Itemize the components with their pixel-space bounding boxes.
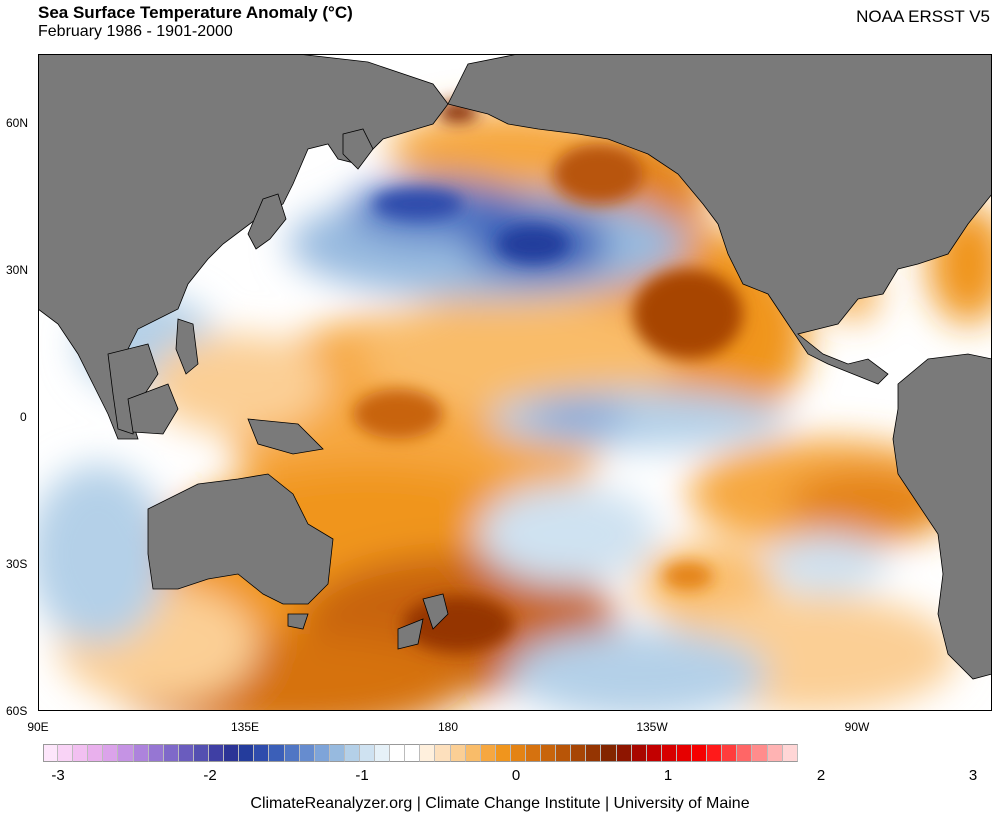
- colorbar-swatch: [314, 744, 330, 762]
- colorbar-tick: 1: [663, 767, 673, 784]
- colorbar-swatch: [586, 744, 602, 762]
- colorbar-tick: 3: [968, 767, 978, 784]
- colorbar-swatch: [510, 744, 526, 762]
- x-tick-135e: 135E: [230, 720, 260, 734]
- colorbar-swatch: [737, 744, 753, 762]
- colorbar-swatch: [193, 744, 210, 762]
- x-tick-180: 180: [437, 720, 459, 734]
- colorbar-swatch: [73, 744, 89, 762]
- chart-subtitle: February 1986 - 1901-2000: [38, 23, 233, 40]
- colorbar-tick: -3: [51, 767, 65, 784]
- colorbar-swatch: [269, 744, 285, 762]
- y-tick-30n: 30N: [6, 263, 29, 277]
- colorbar-swatch: [495, 744, 511, 762]
- colorbar-swatch: [646, 744, 662, 762]
- colorbar-swatch: [722, 744, 738, 762]
- colorbar-swatch: [752, 744, 768, 762]
- colorbar-swatch: [133, 744, 149, 762]
- colorbar-tick: -1: [355, 767, 369, 784]
- anomaly-cores: [353, 102, 743, 652]
- colorbar-swatch: [390, 744, 406, 762]
- colorbar-swatch: [661, 744, 677, 762]
- colorbar-swatch: [616, 744, 632, 762]
- colorbar-swatch: [88, 744, 104, 762]
- colorbar-tick: -2: [203, 767, 217, 784]
- colorbar-swatch: [480, 744, 496, 762]
- colorbar-swatch: [782, 744, 798, 762]
- footer-credit: ClimateReanalyzer.org | Climate Change I…: [250, 795, 750, 812]
- colorbar-swatch: [601, 744, 617, 762]
- sst-anomaly-map: [38, 54, 992, 711]
- colorbar-swatch: [344, 744, 360, 762]
- colorbar-swatch: [58, 744, 74, 762]
- colorbar-swatch: [224, 744, 240, 762]
- colorbar: [43, 744, 798, 762]
- colorbar-swatch: [631, 744, 647, 762]
- colorbar-swatch: [284, 744, 300, 762]
- colorbar-tick: 0: [511, 767, 521, 784]
- colorbar-swatch: [239, 744, 255, 762]
- colorbar-swatch: [526, 744, 542, 762]
- colorbar-swatch: [767, 744, 783, 762]
- colorbar-swatch: [148, 744, 164, 762]
- colorbar-swatch: [178, 744, 194, 762]
- colorbar-swatch: [692, 744, 708, 762]
- colorbar-swatch: [465, 744, 481, 762]
- x-tick-90e: 90E: [27, 720, 49, 734]
- colorbar-swatch: [209, 744, 225, 762]
- colorbar-swatch: [541, 744, 557, 762]
- colorbar-swatch: [254, 744, 270, 762]
- colorbar-tick: 2: [816, 767, 826, 784]
- colorbar-swatch: [118, 744, 134, 762]
- land: [38, 54, 992, 680]
- colorbar-swatch: [405, 744, 421, 762]
- colorbar-swatch: [163, 744, 179, 762]
- x-tick-90w: 90W: [844, 720, 870, 734]
- colorbar-swatch: [450, 744, 466, 762]
- colorbar-swatch: [571, 744, 587, 762]
- colorbar-swatch: [707, 744, 723, 762]
- colorbar-swatch: [299, 744, 315, 762]
- map-frame: [38, 54, 992, 711]
- colorbar-swatch: [43, 744, 59, 762]
- x-tick-135w: 135W: [636, 720, 668, 734]
- y-tick-60s: 60S: [6, 704, 28, 718]
- colorbar-swatch: [676, 744, 693, 762]
- dataset-label: NOAA ERSST V5: [856, 7, 990, 26]
- y-tick-60n: 60N: [6, 116, 29, 130]
- y-tick-30s: 30S: [6, 557, 28, 571]
- colorbar-swatch: [420, 744, 436, 762]
- colorbar-swatch: [359, 744, 376, 762]
- colorbar-swatch: [329, 744, 345, 762]
- colorbar-swatch: [103, 744, 119, 762]
- colorbar-swatch: [556, 744, 572, 762]
- chart-title: Sea Surface Temperature Anomaly (°C): [38, 3, 353, 22]
- y-tick-0: 0: [20, 410, 27, 424]
- colorbar-swatch: [375, 744, 391, 762]
- colorbar-swatch: [435, 744, 451, 762]
